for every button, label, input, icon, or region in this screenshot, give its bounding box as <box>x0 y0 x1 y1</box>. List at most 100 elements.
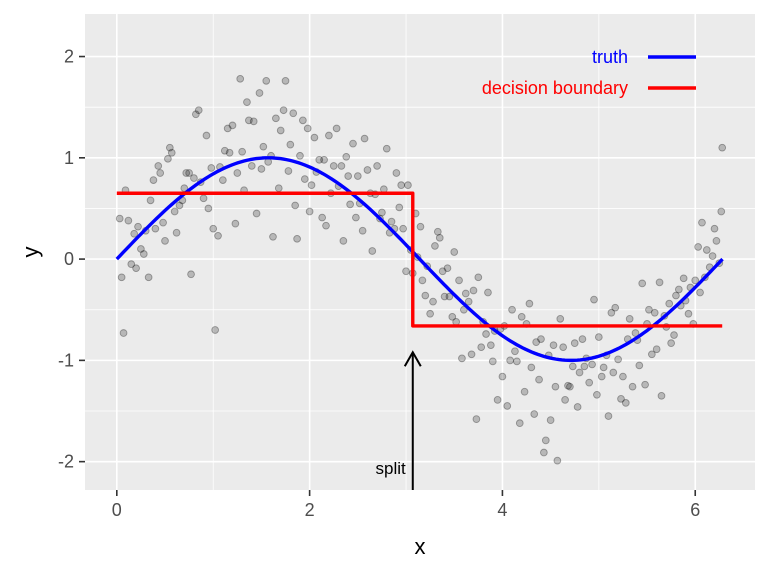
data-point <box>352 213 360 222</box>
data-point <box>130 229 139 238</box>
data-point <box>332 124 341 133</box>
data-point <box>337 162 346 170</box>
data-point <box>165 143 174 152</box>
data-point <box>305 207 314 216</box>
data-point <box>635 361 644 370</box>
y-axis-title: y <box>18 247 43 258</box>
data-point <box>535 375 543 384</box>
data-point <box>593 390 601 399</box>
data-point <box>255 89 264 97</box>
data-point <box>506 356 514 365</box>
data-point <box>546 416 555 424</box>
data-point <box>708 252 717 260</box>
data-point <box>445 292 454 301</box>
data-point <box>325 131 333 140</box>
panel-background <box>85 14 755 490</box>
data-point <box>339 237 348 245</box>
data-point <box>149 176 158 184</box>
data-point <box>702 246 711 254</box>
data-point <box>392 169 401 177</box>
data-point <box>594 333 603 341</box>
data-point <box>363 166 372 174</box>
legend-label-truth: truth <box>592 47 628 67</box>
data-point <box>139 250 148 258</box>
data-point <box>249 117 258 126</box>
data-point <box>404 181 412 190</box>
y-tick-label: -2 <box>58 452 74 472</box>
data-point <box>628 382 637 391</box>
data-point <box>159 218 167 227</box>
data-point <box>204 204 213 213</box>
data-point <box>503 402 512 410</box>
data-point <box>137 245 145 253</box>
data-point <box>402 267 410 276</box>
series-line-truth <box>115 156 724 363</box>
data-point <box>477 343 486 352</box>
x-tick-label: 0 <box>112 500 122 520</box>
data-point <box>300 175 309 183</box>
data-point <box>293 234 301 243</box>
data-point <box>223 124 232 133</box>
data-point <box>511 347 519 356</box>
data-point <box>607 308 616 317</box>
data-point <box>318 213 327 222</box>
data-point <box>299 116 307 125</box>
data-point <box>284 167 293 175</box>
data-point <box>296 151 304 160</box>
data-point <box>561 396 569 404</box>
data-point <box>124 216 133 225</box>
data-point <box>472 415 481 423</box>
data-point <box>322 221 330 230</box>
data-point <box>527 363 536 372</box>
data-point <box>710 224 719 233</box>
data-point <box>645 305 653 314</box>
data-point <box>464 297 473 306</box>
data-point <box>303 124 312 133</box>
data-point <box>182 169 191 177</box>
data-point <box>698 218 706 227</box>
data-point <box>418 276 427 285</box>
data-point <box>360 134 369 143</box>
data-point <box>281 76 290 85</box>
data-point <box>619 372 627 381</box>
data-point <box>146 196 155 205</box>
data-point <box>397 181 406 190</box>
data-point <box>259 142 268 151</box>
scatter-points <box>115 74 727 465</box>
data-point <box>641 380 649 389</box>
data-point <box>440 292 449 301</box>
grid-minor <box>85 14 755 490</box>
data-point <box>575 368 584 377</box>
data-point <box>674 285 683 294</box>
data-point <box>431 242 439 250</box>
data-point <box>209 224 218 233</box>
data-point <box>551 382 560 391</box>
data-point <box>455 276 463 285</box>
data-point <box>231 219 240 228</box>
data-point <box>573 403 582 411</box>
data-point <box>291 201 300 210</box>
data-point <box>247 162 256 170</box>
data-point <box>192 110 200 119</box>
data-point <box>346 200 354 209</box>
data-point <box>387 217 396 226</box>
data-point <box>358 226 367 235</box>
data-point <box>443 264 452 273</box>
data-point <box>220 146 229 155</box>
data-point <box>590 295 598 304</box>
data-point <box>382 144 391 153</box>
data-point <box>175 201 184 210</box>
data-point <box>329 162 338 170</box>
data-point <box>537 335 545 343</box>
data-point <box>289 109 298 118</box>
data-point <box>448 312 457 321</box>
annotations: split <box>376 350 422 490</box>
data-point <box>421 291 430 300</box>
data-point <box>482 330 490 338</box>
data-point <box>236 74 245 83</box>
data-point <box>467 350 476 359</box>
data-point <box>614 355 622 364</box>
data-point <box>170 207 179 216</box>
data-point <box>416 222 425 231</box>
